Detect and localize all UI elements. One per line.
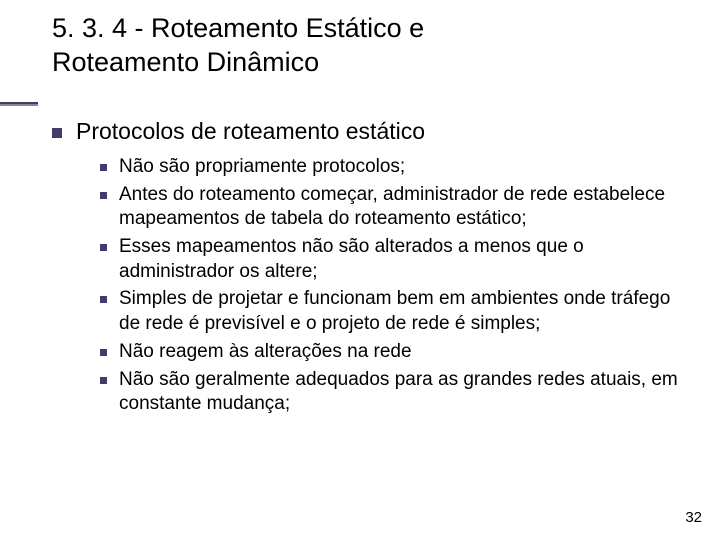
bullet-list: Não são propriamente protocolos; Antes d… (100, 155, 692, 417)
square-bullet-icon (100, 192, 107, 199)
bullet-text: Simples de projetar e funcionam bem em a… (119, 287, 692, 336)
list-item: Antes do roteamento começar, administrad… (100, 183, 692, 232)
square-bullet-icon (100, 349, 107, 356)
title-line-1: 5. 3. 4 - Roteamento Estático e (52, 13, 424, 43)
slide-content: Protocolos de roteamento estático Não sã… (52, 118, 692, 420)
list-item: Não reagem às alterações na rede (100, 340, 692, 365)
square-bullet-icon (100, 244, 107, 251)
square-bullet-icon (100, 377, 107, 384)
bullet-text: Não são geralmente adequados para as gra… (119, 368, 692, 417)
bullet-text: Antes do roteamento começar, administrad… (119, 183, 692, 232)
bullet-text: Esses mapeamentos não são alterados a me… (119, 235, 692, 284)
bullet-text: Não reagem às alterações na rede (119, 340, 412, 365)
section-heading-row: Protocolos de roteamento estático (52, 118, 692, 145)
bullet-text: Não são propriamente protocolos; (119, 155, 405, 180)
slide-number: 32 (685, 509, 702, 526)
slide-accent-line (0, 102, 38, 106)
square-bullet-icon (100, 296, 107, 303)
list-item: Simples de projetar e funcionam bem em a… (100, 287, 692, 336)
list-item: Esses mapeamentos não são alterados a me… (100, 235, 692, 284)
list-item: Não são geralmente adequados para as gra… (100, 368, 692, 417)
section-heading: Protocolos de roteamento estático (76, 118, 425, 145)
title-line-2: Roteamento Dinâmico (52, 47, 319, 77)
list-item: Não são propriamente protocolos; (100, 155, 692, 180)
slide-title: 5. 3. 4 - Roteamento Estático e Roteamen… (52, 12, 424, 80)
square-bullet-icon (100, 164, 107, 171)
square-bullet-icon (52, 128, 62, 138)
